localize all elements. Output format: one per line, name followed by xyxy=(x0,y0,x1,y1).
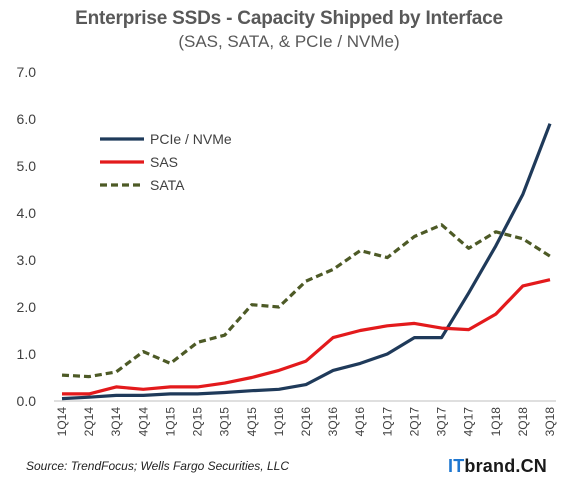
y-tick-label: 7.0 xyxy=(17,64,37,80)
legend-label: SATA xyxy=(150,177,185,193)
y-tick-label: 4.0 xyxy=(17,205,37,221)
axes: 0.0 1.0 2.0 3.0 4.0 5.0 6.0 7.0 1Q14 2Q14 3Q14 4Q14… xyxy=(17,64,557,436)
y-tick-label: 3.0 xyxy=(17,252,37,268)
brand-rest: brand.CN xyxy=(464,456,548,476)
legend-label: SAS xyxy=(150,154,178,170)
x-tick-label: 4Q16 xyxy=(353,407,367,437)
x-tick-label: 3Q16 xyxy=(326,407,340,437)
legend: PCIe / NVMe SAS SATA xyxy=(100,131,232,193)
x-tick-label: 3Q14 xyxy=(109,407,123,437)
series-line xyxy=(61,123,552,401)
x-tick-label: 3Q17 xyxy=(435,407,449,437)
x-tick-label: 2Q14 xyxy=(82,407,96,437)
source-note: Source: TrendFocus; Wells Fargo Securiti… xyxy=(26,459,289,473)
x-tick-label: 2Q16 xyxy=(299,407,313,437)
brand-watermark: ITbrand.CN xyxy=(448,456,547,477)
y-tick-label: 6.0 xyxy=(17,111,37,127)
x-tick-label: 1Q18 xyxy=(489,407,503,437)
x-tick-label: 2Q15 xyxy=(191,407,205,437)
x-tick-label: 1Q16 xyxy=(272,407,286,437)
x-tick-label: 2Q17 xyxy=(407,407,421,437)
y-tick-label: 1.0 xyxy=(17,346,37,362)
chart-title: Enterprise SSDs - Capacity Shipped by In… xyxy=(75,8,503,29)
x-tick-label: 3Q18 xyxy=(543,407,557,437)
x-tick-label: 4Q14 xyxy=(136,407,150,437)
x-tick-label: 1Q17 xyxy=(380,407,394,437)
x-tick-label: 1Q14 xyxy=(55,407,69,437)
series-lines xyxy=(61,123,552,401)
x-tick-label: 4Q15 xyxy=(245,407,259,437)
x-tick-label: 2Q18 xyxy=(516,407,530,437)
brand-it: IT xyxy=(448,456,465,476)
x-tick-label: 3Q15 xyxy=(218,407,232,437)
y-tick-label: 0.0 xyxy=(17,393,37,409)
series-line xyxy=(61,223,551,379)
y-tick-label: 2.0 xyxy=(17,299,37,315)
chart-subtitle: (SAS, SATA, & PCIe / NVMe) xyxy=(178,32,400,51)
x-tick-label: 1Q15 xyxy=(163,407,177,437)
x-tick-label: 4Q17 xyxy=(462,407,476,437)
legend-label: PCIe / NVMe xyxy=(150,131,232,147)
series-line xyxy=(62,278,551,396)
y-tick-label: 5.0 xyxy=(17,158,37,174)
